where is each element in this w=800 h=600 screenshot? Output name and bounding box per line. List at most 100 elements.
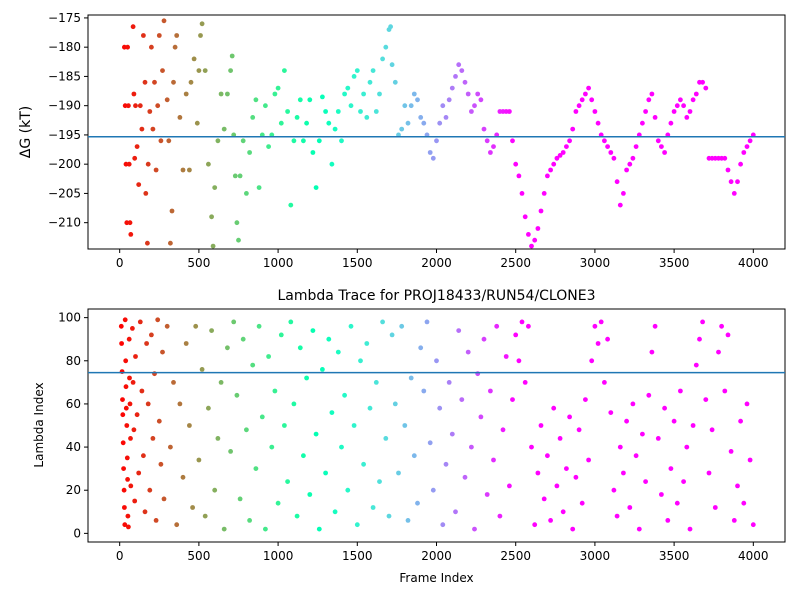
delta-g-point (624, 167, 629, 173)
lambda-point (215, 436, 221, 441)
delta-g-point (244, 191, 249, 196)
lambda-point (589, 358, 595, 364)
lambda-point (627, 505, 633, 510)
lambda-point (538, 423, 544, 428)
lambda-point (180, 474, 186, 480)
lambda-point (725, 332, 731, 338)
lambda-point (156, 418, 162, 424)
delta-g-point (443, 115, 449, 120)
delta-g-point (472, 103, 477, 109)
delta-g-point (310, 150, 316, 155)
lambda-y-tick-label: 0 (73, 526, 81, 540)
lambda-point (155, 317, 161, 323)
lambda-point (640, 431, 645, 437)
lambda-point (548, 518, 553, 523)
lambda-point (497, 513, 503, 519)
lambda-point (134, 412, 140, 418)
lambda-point (560, 509, 566, 515)
delta-g-x-tick-label: 4000 (738, 256, 769, 270)
delta-g-point (583, 91, 588, 97)
lambda-point (342, 392, 347, 398)
delta-g-point (557, 153, 563, 158)
lambda-point (237, 496, 243, 502)
lambda-point (358, 358, 363, 364)
lambda-point (126, 336, 132, 342)
lambda-point (307, 492, 313, 497)
delta-g-point (166, 138, 172, 144)
lambda-x-tick-label: 1500 (342, 549, 373, 563)
delta-g-point (446, 97, 452, 103)
lambda-point (481, 336, 487, 342)
lambda-point (392, 401, 398, 407)
lambda-point (326, 336, 332, 342)
lambda-point (339, 444, 344, 450)
delta-g-point (288, 202, 294, 208)
lambda-point (345, 487, 351, 493)
lambda-point (427, 440, 433, 446)
lambda-point (659, 492, 664, 497)
lambda-point (297, 345, 303, 351)
delta-g-point (164, 97, 170, 103)
lambda-point (127, 375, 132, 381)
delta-g-point (172, 44, 178, 50)
delta-g-point (348, 103, 354, 109)
lambda-point (228, 449, 234, 454)
delta-g-point (142, 79, 148, 85)
lambda-y-axis-label: Lambda Index (32, 382, 46, 467)
delta-g-point (605, 144, 610, 150)
lambda-point (240, 336, 246, 342)
lambda-point (564, 466, 569, 471)
delta-g-point (465, 91, 471, 97)
lambda-point (719, 323, 724, 329)
delta-g-point (389, 62, 395, 68)
delta-g-point (215, 138, 221, 144)
delta-g-point (126, 161, 132, 167)
lambda-point (411, 453, 417, 459)
lambda-point (145, 401, 151, 407)
lambda-point (121, 487, 127, 493)
delta-g-y-tick-label: −195 (48, 128, 81, 142)
delta-g-point (212, 185, 218, 191)
lambda-point (361, 461, 366, 467)
lambda-point (614, 513, 620, 519)
delta-g-point (313, 185, 319, 191)
delta-g-point (232, 173, 238, 179)
lambda-point (142, 509, 148, 515)
delta-g-point (263, 103, 268, 109)
lambda-point (472, 526, 477, 532)
delta-g-point (684, 115, 690, 120)
lambda-point (529, 444, 534, 450)
lambda-point (513, 332, 519, 338)
delta-g-point (408, 103, 414, 109)
delta-g-x-tick-label: 1500 (342, 256, 373, 270)
lambda-point (121, 466, 126, 471)
lambda-point (456, 328, 462, 333)
delta-g-point (430, 155, 436, 161)
lambda-point (668, 466, 674, 471)
lambda-point (125, 477, 130, 482)
delta-g-point (351, 74, 357, 79)
lambda-point (380, 319, 385, 325)
lambda-point (507, 483, 512, 489)
delta-g-point (169, 208, 175, 214)
delta-g-point (218, 91, 224, 97)
delta-g-point (405, 120, 411, 126)
lambda-point (199, 367, 205, 372)
delta-g-point (678, 97, 683, 103)
lambda-point (405, 518, 411, 523)
lambda-point (164, 323, 170, 329)
delta-g-point (143, 191, 149, 196)
delta-g-point (538, 208, 544, 214)
delta-g-point (586, 85, 591, 91)
lambda-point (266, 354, 271, 359)
lambda-point (494, 323, 500, 329)
lambda-point (250, 362, 256, 368)
lambda-point (304, 375, 309, 381)
lambda-y-tick-label: 60 (66, 397, 81, 411)
lambda-point (602, 380, 607, 385)
lambda-point (269, 444, 275, 450)
delta-g-point (513, 161, 519, 167)
delta-g-y-tick-label: −180 (48, 40, 81, 54)
delta-g-point (133, 103, 138, 109)
lambda-point (119, 341, 124, 346)
